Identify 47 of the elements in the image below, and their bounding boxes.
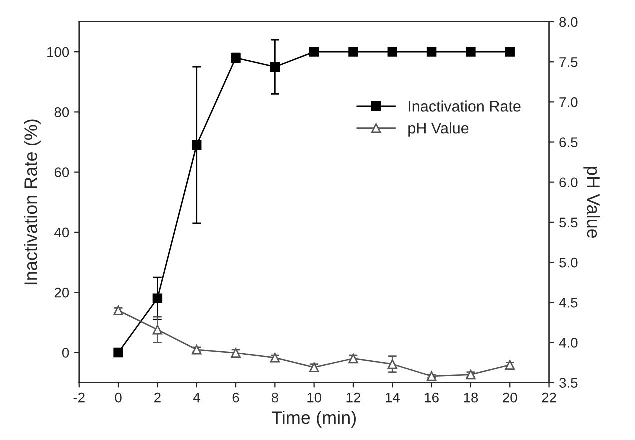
x-tick-label: 0: [115, 392, 122, 403]
y-tick-label: 60: [54, 168, 70, 178]
y2-tick-label: 8.0: [560, 17, 578, 28]
point: [152, 325, 163, 335]
y-tick-label: 40: [54, 228, 70, 238]
x-tick-label: 22: [542, 392, 556, 403]
x-tick-label: 8: [272, 392, 278, 403]
point: [309, 47, 320, 57]
point: [466, 47, 476, 57]
x-tick-label: -2: [74, 392, 85, 403]
point: [348, 47, 358, 57]
y-axis-title: Inactivation Rate (%): [24, 120, 41, 285]
y2-tick-label: 7.5: [560, 58, 578, 68]
y-tick-label: 100: [48, 47, 70, 58]
y2-tick-label: 6.5: [560, 138, 578, 148]
x-tick-label: 4: [193, 393, 200, 403]
point: [426, 372, 437, 382]
y2-tick-label: 6.0: [560, 178, 578, 188]
x-tick-label: 20: [503, 392, 518, 403]
point: [388, 47, 398, 57]
y2-tick-label: 5.0: [560, 258, 578, 268]
y2-tick-label: 7.0: [560, 98, 578, 108]
y2-tick-label: 3.5: [560, 378, 578, 388]
x-axis-title: Time (min): [272, 411, 356, 428]
y2-tick-label: 5.5: [560, 218, 578, 228]
legend-label: pH Value: [408, 122, 469, 137]
x-tick-label: 2: [154, 392, 161, 403]
legend-label: Inactivation Rate: [409, 100, 521, 112]
point: [426, 47, 437, 57]
point: [114, 348, 124, 358]
y-tick-label: 80: [54, 108, 70, 118]
x-tick-label: 16: [425, 392, 439, 403]
point: [270, 62, 280, 72]
y2-axis-title: pH Value: [584, 167, 601, 238]
y-tick-label: 0: [62, 348, 70, 358]
x-tick-label: 6: [232, 392, 240, 403]
point: [152, 294, 163, 304]
x-tick-label: 14: [386, 393, 400, 403]
point: [192, 140, 202, 150]
x-tick-label: 12: [346, 392, 361, 403]
point: [505, 47, 515, 57]
point: [388, 360, 398, 370]
y2-tick-label: 4.5: [559, 298, 578, 308]
y-tick-label: 20: [54, 288, 70, 298]
x-tick-label: 10: [308, 392, 322, 403]
x-tick-label: 18: [464, 392, 478, 403]
y2-tick-label: 4.0: [559, 338, 578, 348]
